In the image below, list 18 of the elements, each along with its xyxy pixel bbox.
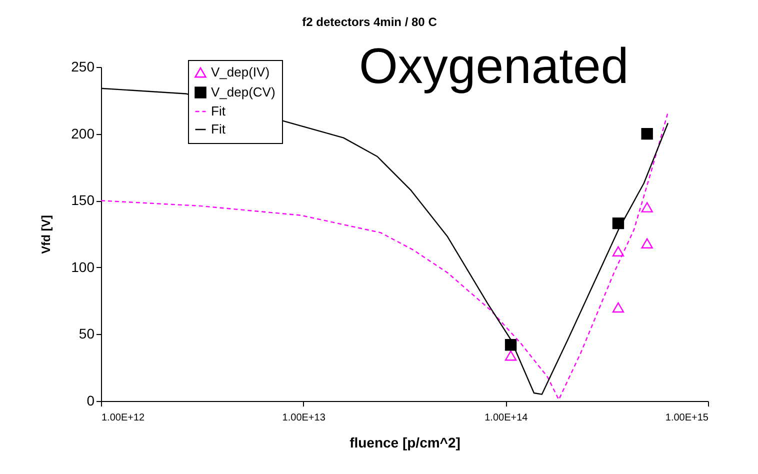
- legend-label: V_dep(CV): [211, 84, 276, 100]
- y-tick-label: 200: [71, 125, 95, 142]
- x-tick-label: 1.00E+14: [484, 412, 528, 424]
- y-tick-label: 150: [71, 192, 95, 208]
- y-tick-label: 0: [86, 392, 95, 408]
- x-tick-label: 1.00E+12: [102, 412, 146, 424]
- x-axis-title: fluence [p/cm^2]: [350, 434, 460, 450]
- y-tick-label: 100: [71, 258, 95, 275]
- y-axis-title: Vfd [V]: [39, 215, 54, 254]
- x-tick-label: 1.00E+15: [665, 412, 709, 424]
- chart-title: f2 detectors 4min / 80 C: [302, 15, 438, 29]
- y-tick-label: 250: [71, 58, 95, 74]
- legend-label: Fit: [211, 104, 226, 118]
- legend-label: Fit: [211, 122, 226, 136]
- annotation: Oxygenated: [359, 38, 629, 94]
- x-tick-label: 1.00E+13: [282, 412, 326, 424]
- y-tick-label: 50: [78, 326, 95, 342]
- legend-label: V_dep(IV): [211, 64, 270, 80]
